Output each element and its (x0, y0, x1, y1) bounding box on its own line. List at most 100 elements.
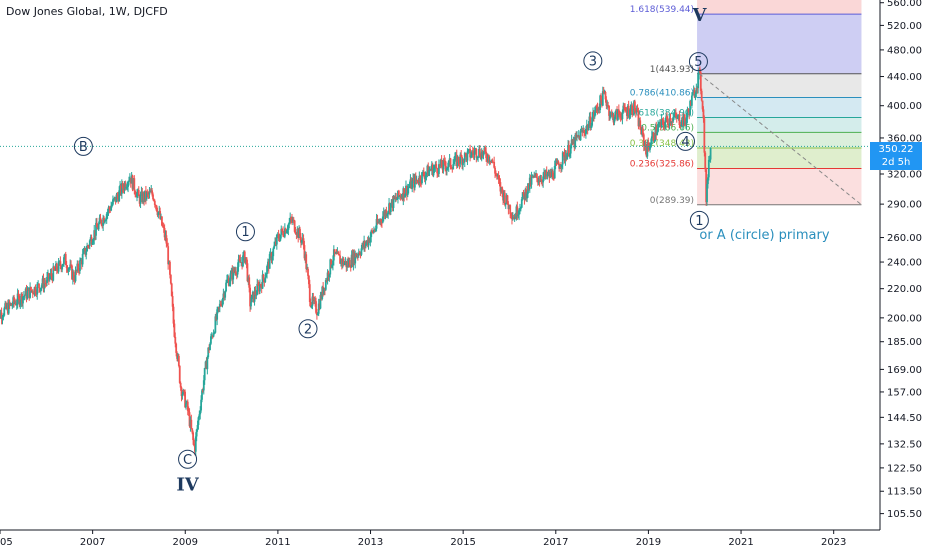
candle-body (343, 262, 346, 265)
candle-body (494, 167, 496, 174)
fib-zone (697, 73, 862, 98)
candle-body (139, 194, 142, 204)
candle-body (568, 153, 571, 157)
candle-body (637, 111, 640, 127)
candle-body (0, 312, 3, 320)
candle-body (644, 144, 647, 151)
wave-label: C (183, 453, 192, 468)
bar-countdown: 2d 5h (881, 157, 911, 168)
candle-body (259, 284, 262, 286)
candle-body (349, 267, 352, 269)
candle-body (676, 115, 679, 119)
candle-body (285, 230, 288, 234)
candle-body (266, 266, 268, 275)
candle-body (649, 145, 651, 150)
candle-body (303, 245, 306, 259)
candle-body (23, 295, 26, 297)
candle-body (309, 302, 312, 307)
candle-body (662, 120, 665, 125)
candle-body (40, 285, 43, 288)
candle-body (95, 222, 97, 236)
fib-level-label: 0.236(325.86) (630, 159, 694, 169)
candle-body (234, 271, 237, 274)
candle-body (557, 161, 560, 165)
y-tick-label: 320.00 (887, 169, 922, 180)
candle-body (623, 105, 626, 108)
candle-body (324, 280, 327, 290)
wave-label: 1 (241, 225, 249, 240)
candle-body (504, 202, 507, 205)
candle-body (587, 124, 590, 131)
candle-body (255, 294, 258, 296)
candle-body (172, 306, 175, 324)
candle-body (554, 162, 557, 166)
candle-body (450, 167, 453, 169)
candle-body (666, 119, 669, 125)
candle-body (408, 186, 411, 188)
candle-body (299, 228, 301, 237)
candle-body (220, 305, 223, 307)
candle-body (699, 72, 702, 91)
chart-title: Dow Jones Global, 1W, DJCFD (6, 5, 168, 18)
candle-body (287, 224, 290, 230)
candle-body (169, 261, 171, 275)
wave-label: 4 (681, 135, 689, 150)
candle-body (704, 152, 707, 170)
candle-body (299, 236, 302, 243)
candle-body (413, 176, 416, 188)
candle-body (395, 197, 398, 200)
candle-body (381, 216, 384, 223)
candle-body (469, 148, 472, 158)
candle-body (210, 336, 212, 344)
candle-body (161, 216, 163, 226)
candle-body (696, 88, 699, 90)
candle-body (45, 283, 48, 285)
y-tick-label: 260.00 (887, 233, 922, 244)
candle-body (416, 179, 419, 183)
fib-zone (697, 14, 862, 74)
candle-body (99, 217, 102, 220)
candle-body (619, 114, 622, 118)
candle-body (118, 190, 121, 202)
candle-body (569, 145, 572, 154)
candle-body (281, 228, 284, 231)
candle-body (226, 279, 228, 283)
candle-body (375, 219, 378, 229)
candle-body (209, 343, 211, 351)
candle-body (63, 257, 65, 264)
candle-body (498, 179, 501, 183)
candle-body (82, 250, 85, 254)
candle-body (7, 301, 10, 314)
candle-body (555, 162, 558, 164)
candle-body (126, 186, 129, 188)
candle-body (30, 286, 32, 292)
candle-body (193, 440, 195, 446)
candle-body (62, 263, 64, 267)
candle-body (145, 192, 148, 199)
candle-body (15, 303, 18, 306)
candle-body (639, 120, 642, 130)
candle-body (207, 347, 210, 358)
candle-body (600, 95, 602, 101)
candle-body (153, 199, 155, 201)
candle-body (702, 109, 705, 119)
candle-body (305, 254, 308, 269)
candle-body (499, 182, 502, 192)
candle-body (317, 303, 320, 314)
candle-body (526, 193, 529, 199)
candle-body (376, 219, 379, 224)
candle-body (18, 295, 21, 306)
candle-body (407, 187, 410, 189)
candle-body (39, 287, 42, 292)
candle-body (238, 259, 241, 261)
candle-body (46, 276, 48, 284)
candle-body (254, 290, 257, 296)
candle-body (447, 160, 450, 167)
y-tick-label: 200.00 (887, 313, 922, 324)
wave-circle (73, 136, 93, 156)
wave-label: 5 (694, 55, 702, 70)
candle-body (612, 114, 615, 123)
candle-body (604, 92, 607, 100)
candle-body (332, 249, 335, 261)
